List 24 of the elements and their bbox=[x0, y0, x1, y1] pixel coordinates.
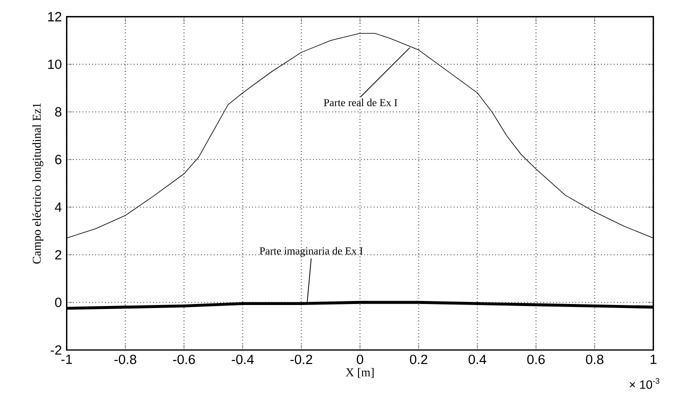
x-tick-label: -0.4 bbox=[232, 354, 254, 364]
x-tick-label: 0.2 bbox=[410, 354, 428, 364]
x-tick-label: 0.8 bbox=[586, 354, 604, 364]
y-tick-label: 2 bbox=[55, 250, 62, 260]
x-tick-label: 0.4 bbox=[468, 354, 486, 364]
y-tick-label: 6 bbox=[55, 154, 62, 164]
y-tick-label: 10 bbox=[48, 60, 62, 69]
y-tick-label: 0 bbox=[55, 298, 62, 308]
y-tick-label: 8 bbox=[55, 107, 62, 117]
text: × 10$^{-3}$ bbox=[630, 378, 660, 389]
annotation: Parte real de Ex I bbox=[324, 98, 398, 106]
y-axis-title: Campo eléctrico longitudinal Ez1 bbox=[32, 103, 44, 264]
x-tick-label: 0 bbox=[356, 354, 364, 364]
x-tick-label: -1 bbox=[61, 354, 72, 364]
annotation: Parte imaginaria de Ex I bbox=[260, 246, 363, 257]
x-axis-title: X [m] bbox=[346, 368, 374, 378]
x-tick-label: -0.8 bbox=[114, 354, 136, 364]
x-tick-label: 0.6 bbox=[527, 354, 545, 364]
y-tick-label: -2 bbox=[50, 345, 62, 355]
x-tick-label: 1 bbox=[650, 354, 656, 364]
y-tick-label: 12 bbox=[48, 12, 62, 22]
x-tick-label: -0.2 bbox=[290, 354, 312, 364]
y-tick-label: 4 bbox=[54, 202, 62, 212]
x-tick-label: -0.6 bbox=[173, 354, 195, 364]
